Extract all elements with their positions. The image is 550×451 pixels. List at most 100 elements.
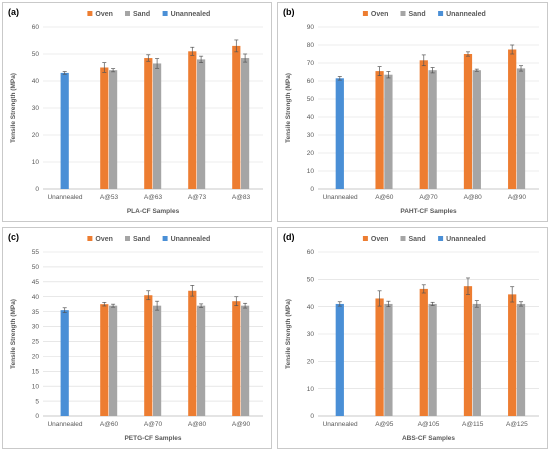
y-tick-label: 15 <box>32 368 40 375</box>
bar-oven <box>419 60 428 189</box>
bar-sand <box>516 68 526 189</box>
bar-sand <box>153 305 162 416</box>
y-tick-label: 10 <box>307 386 315 393</box>
panel-label: (c) <box>8 232 19 242</box>
chart-svg-1: (b) 0 10 20 30 40 50 60 70 80 90 Tensile Strength (… <box>283 7 539 215</box>
bar-oven <box>375 71 384 189</box>
bar-oven <box>188 51 197 189</box>
legend-swatch-unannealed <box>438 11 444 16</box>
bar-oven <box>100 304 109 416</box>
x-tick-label: A@63 <box>144 194 163 201</box>
chart-panel-b: (b) 0 10 20 30 40 50 60 70 80 90 Tensile Strength (… <box>277 2 548 222</box>
legend-label-unannealed: Unannealed <box>446 236 486 243</box>
x-tick-label: A@90 <box>508 194 527 201</box>
y-axis-title: Tensile Strength (MPa) <box>10 73 17 143</box>
legend-label-sand: Sand <box>133 11 150 18</box>
legend-swatch-unannealed <box>438 236 444 241</box>
bar-unannealed <box>335 303 344 416</box>
y-tick-label: 30 <box>32 324 40 331</box>
x-tick-label: A@83 <box>232 194 251 201</box>
bar-sand <box>384 303 393 416</box>
bar-oven <box>232 301 241 416</box>
x-axis-title: ABS-CF Samples <box>402 435 455 442</box>
bar-sand <box>197 59 206 190</box>
x-tick-label: A@115 <box>462 421 484 428</box>
x-tick-label: A@90 <box>232 421 251 428</box>
y-tick-label: 0 <box>310 186 314 193</box>
bar-oven <box>100 67 109 189</box>
y-tick-label: 25 <box>32 339 40 346</box>
x-tick-label: A@73 <box>188 194 207 201</box>
x-tick-label: A@95 <box>375 421 394 428</box>
y-tick-label: 0 <box>35 186 39 193</box>
y-tick-label: 40 <box>32 78 40 85</box>
y-tick-label: 5 <box>35 398 39 405</box>
legend-label-oven: Oven <box>371 236 389 243</box>
legend-label-unannealed: Unannealed <box>171 11 211 18</box>
bar-sand <box>428 303 437 416</box>
chart-panel-c: (c) 0 5 10 15 20 25 30 35 40 45 50 55 Tensile Strengt… <box>2 227 272 449</box>
y-tick-label: 20 <box>307 150 315 157</box>
x-tick-label: A@80 <box>188 421 207 428</box>
x-tick-label: A@60 <box>375 194 394 201</box>
legend-swatch-sand <box>125 236 130 241</box>
y-tick-label: 10 <box>32 383 40 390</box>
bar-sand <box>472 70 481 189</box>
bar-oven <box>508 294 517 416</box>
y-tick-label: 50 <box>32 51 40 58</box>
bar-sand <box>241 58 250 189</box>
chart-svg-2: (c) 0 5 10 15 20 25 30 35 40 45 50 55 Tensile Strengt… <box>8 232 263 442</box>
bar-sand <box>197 305 206 416</box>
x-tick-label: Unannealed <box>323 421 358 428</box>
legend-label-sand: Sand <box>409 11 426 18</box>
legend-label-sand: Sand <box>409 236 426 243</box>
legend-swatch-oven <box>87 236 93 241</box>
legend-swatch-sand <box>400 11 406 16</box>
y-tick-label: 60 <box>307 249 315 256</box>
bar-unannealed <box>60 310 69 416</box>
y-tick-label: 55 <box>32 249 40 256</box>
x-tick-label: Unannealed <box>323 194 358 201</box>
bar-oven <box>463 286 473 416</box>
bar-oven <box>144 295 153 416</box>
legend-label-sand: Sand <box>133 236 150 243</box>
y-tick-label: 10 <box>307 168 315 175</box>
y-tick-label: 20 <box>32 132 40 139</box>
bar-unannealed <box>60 72 69 189</box>
y-tick-label: 60 <box>32 24 40 31</box>
y-tick-label: 10 <box>32 159 40 166</box>
x-tick-label: A@70 <box>144 421 163 428</box>
bar-sand <box>109 305 118 416</box>
legend-swatch-sand <box>400 236 406 241</box>
bar-oven <box>508 49 517 189</box>
x-axis-title: PETG-CF Samples <box>124 435 181 442</box>
bar-sand <box>428 70 437 189</box>
legend-swatch-oven <box>362 236 368 241</box>
legend-label-unannealed: Unannealed <box>446 11 486 18</box>
x-tick-label: A@70 <box>419 194 438 201</box>
x-tick-label: Unannealed <box>47 421 82 428</box>
y-tick-label: 20 <box>307 359 315 366</box>
legend-swatch-unannealed <box>162 236 168 241</box>
chart-panel-d: (d) 0 10 20 30 40 50 60 Tensile Strength (MPa) AB… <box>277 227 548 449</box>
x-tick-label: A@60 <box>100 421 119 428</box>
panel-label: (b) <box>283 7 295 17</box>
bar-sand <box>153 63 162 190</box>
y-tick-label: 0 <box>35 413 39 420</box>
legend-swatch-unannealed <box>162 11 168 16</box>
x-axis-title: PLA-CF Samples <box>127 208 180 215</box>
y-tick-label: 30 <box>307 132 315 139</box>
y-tick-label: 50 <box>32 264 40 271</box>
x-tick-label: A@80 <box>464 194 483 201</box>
y-tick-label: 35 <box>32 309 40 316</box>
y-tick-label: 70 <box>307 60 315 67</box>
x-tick-label: A@53 <box>100 194 119 201</box>
bar-oven <box>419 288 428 416</box>
legend-label-oven: Oven <box>95 236 113 243</box>
legend-swatch-oven <box>87 11 93 16</box>
y-tick-label: 30 <box>307 331 315 338</box>
y-tick-label: 40 <box>32 294 40 301</box>
legend-swatch-sand <box>125 11 130 16</box>
legend-label-unannealed: Unannealed <box>171 236 211 243</box>
y-tick-label: 20 <box>32 354 40 361</box>
